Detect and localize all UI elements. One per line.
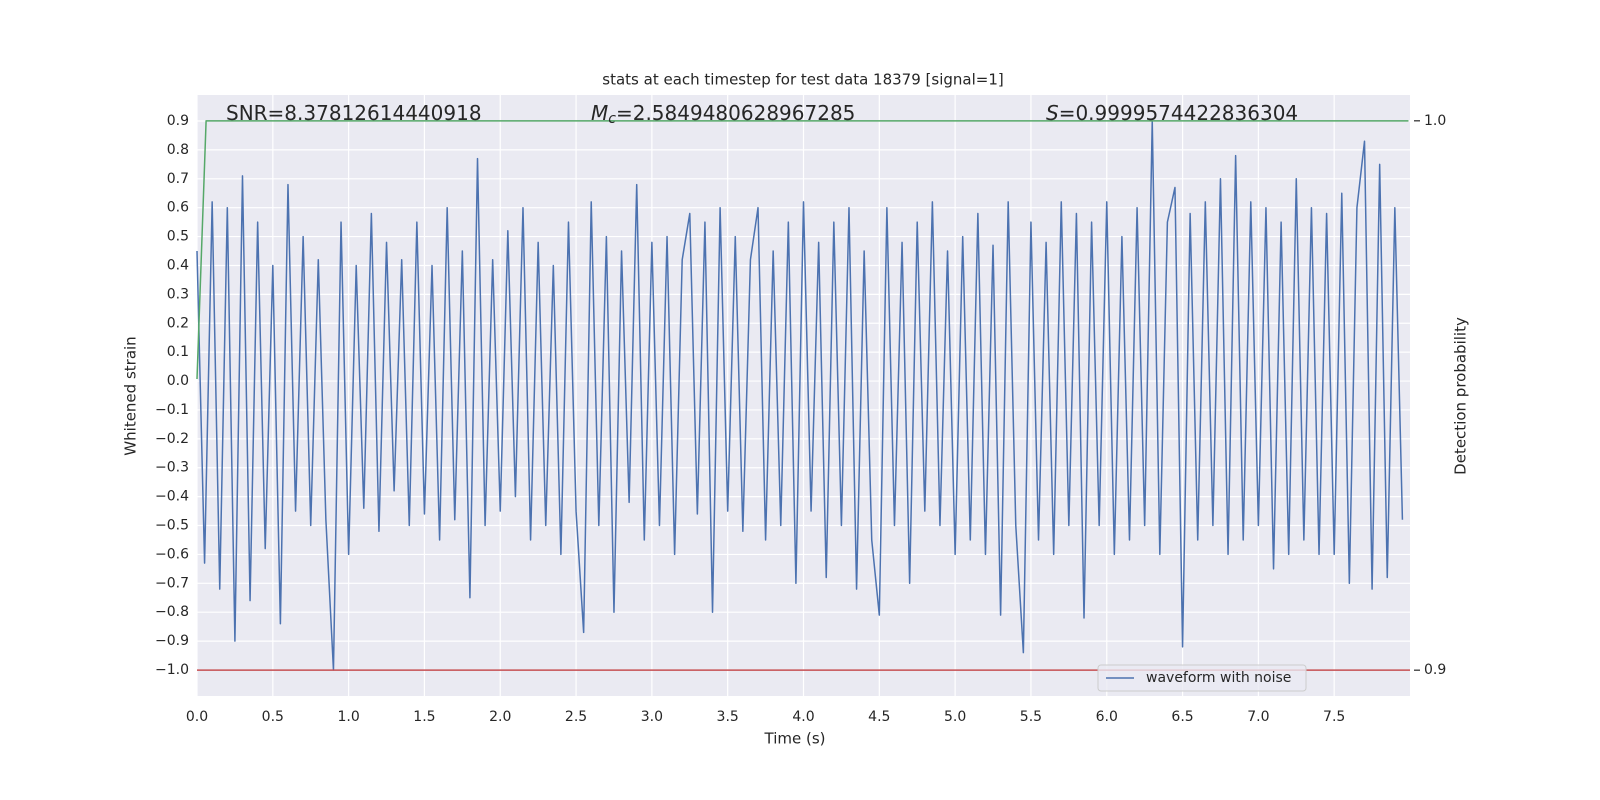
y-tick-label: −0.8: [155, 604, 189, 620]
annotation-part: =2.5849480628967285: [616, 101, 855, 125]
x-tick-label: 3.0: [641, 709, 663, 725]
x-tick-label: 7.0: [1247, 709, 1269, 725]
x-tick-label: 0.0: [186, 709, 208, 725]
x-tick-label: 1.0: [337, 709, 359, 725]
y-axis-label: Whitened strain: [122, 336, 140, 455]
annotation-part: c: [608, 111, 616, 127]
y2-tick-label: 1.0: [1424, 113, 1446, 129]
x-tick-label: 3.5: [717, 709, 739, 725]
y-tick-label: −0.7: [155, 575, 189, 591]
annotation: Mc=2.5849480628967285: [591, 101, 855, 128]
chart-title: stats at each timestep for test data 183…: [602, 71, 1003, 89]
x-axis-label: Time (s): [764, 730, 826, 748]
y-tick-label: −0.3: [155, 460, 189, 476]
y-tick-label: −0.6: [155, 546, 189, 562]
y-tick-label: 0.2: [167, 315, 189, 331]
x-tick-label: 4.0: [792, 709, 814, 725]
y-tick-label: 0.0: [167, 373, 189, 389]
y-tick-label: −0.9: [155, 633, 189, 649]
y-tick-label: −1.0: [155, 662, 189, 678]
y-tick-label: 0.4: [167, 257, 189, 273]
legend-label: waveform with noise: [1146, 670, 1291, 686]
annotation-part: M: [591, 101, 608, 125]
annotation: S=0.9999574422836304: [1046, 101, 1298, 125]
x-tick-label: 6.5: [1171, 709, 1193, 725]
y-tick-label: 0.6: [167, 200, 189, 216]
annotation-part: SNR=8.37812614440918: [226, 101, 482, 125]
x-tick-label: 0.5: [262, 709, 284, 725]
y-tick-label: 0.3: [167, 286, 189, 302]
x-tick-label: 2.0: [489, 709, 511, 725]
y-tick-label: −0.4: [155, 489, 189, 505]
legend-box: [1097, 664, 1307, 692]
y2-tick-label: 0.9: [1424, 662, 1446, 678]
y-tick-label: 0.5: [167, 229, 189, 245]
x-tick-label: 5.0: [944, 709, 966, 725]
y-tick-label: 0.8: [167, 142, 189, 158]
series-line: [196, 120, 1409, 380]
x-tick-label: 2.5: [565, 709, 587, 725]
y-tick-label: 0.9: [167, 113, 189, 129]
y-tick-label: 0.1: [167, 344, 189, 360]
y-tick-label: 0.7: [167, 171, 189, 187]
x-tick-label: 6.0: [1096, 709, 1118, 725]
annotation: SNR=8.37812614440918: [226, 101, 482, 125]
annotation-part: S: [1046, 101, 1059, 125]
x-tick-label: 4.5: [868, 709, 890, 725]
x-tick-label: 5.5: [1020, 709, 1042, 725]
series-line: [196, 120, 1404, 671]
annotation-part: =0.9999574422836304: [1059, 101, 1298, 125]
x-tick-label: 7.5: [1323, 709, 1345, 725]
y-tick-label: −0.1: [155, 402, 189, 418]
y-tick-label: −0.2: [155, 431, 189, 447]
x-tick-label: 1.5: [413, 709, 435, 725]
y2-axis-label: Detection probability: [1452, 317, 1470, 475]
y-tick-label: −0.5: [155, 518, 189, 534]
